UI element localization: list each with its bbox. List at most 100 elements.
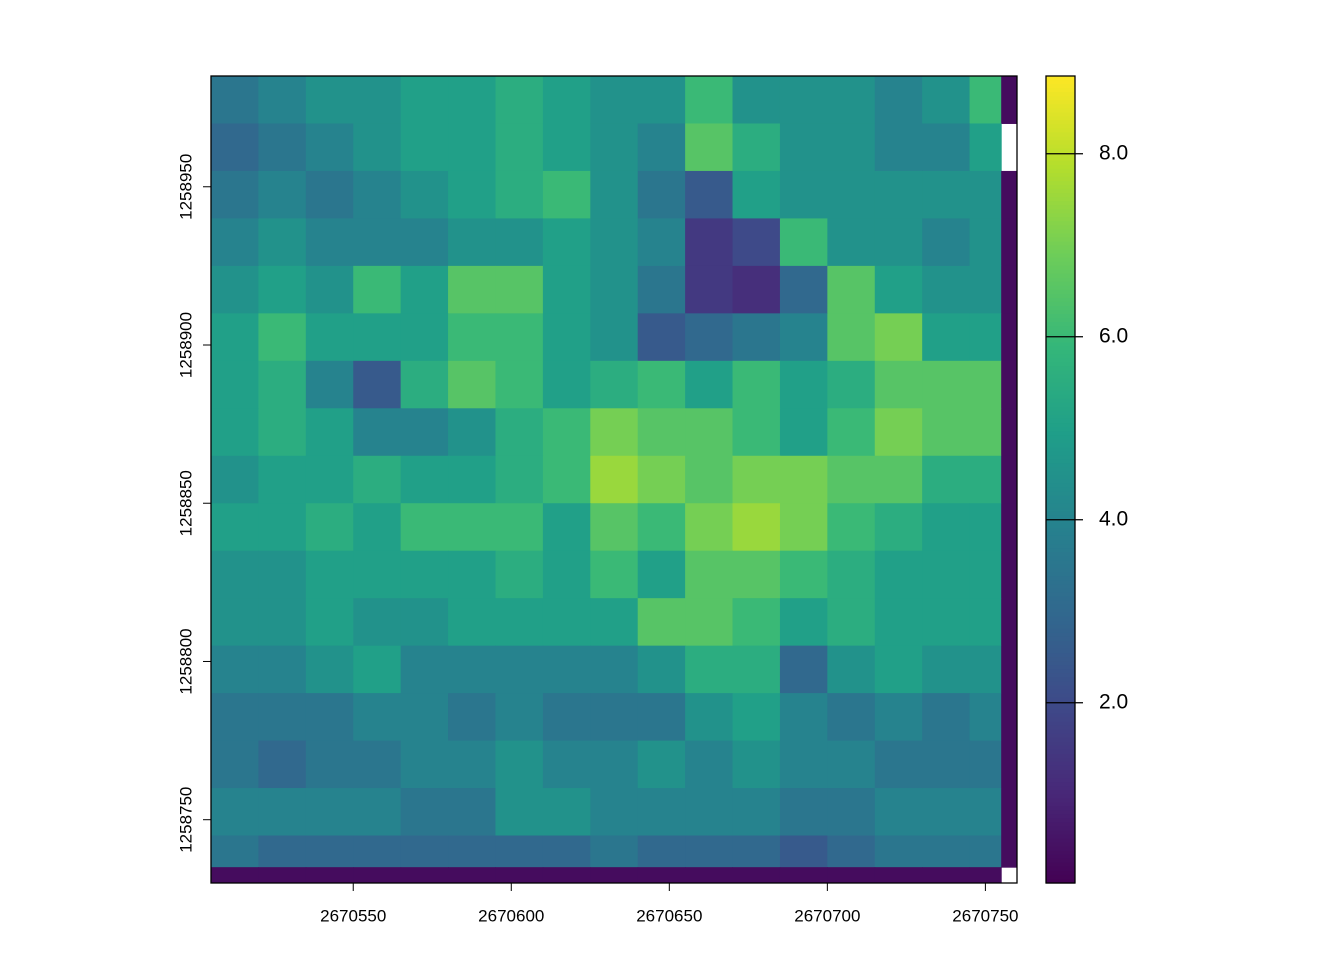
cell xyxy=(400,123,449,172)
colorbar-step xyxy=(1046,858,1075,864)
colorbar-step xyxy=(1046,806,1075,811)
cell xyxy=(827,408,876,457)
colorbar-step xyxy=(1046,217,1075,222)
colorbar-step xyxy=(1046,148,1075,154)
colorbar-step xyxy=(1046,685,1075,690)
cell xyxy=(827,693,876,742)
cell xyxy=(305,265,354,314)
cell xyxy=(827,455,876,504)
cell xyxy=(637,740,686,789)
cell xyxy=(305,170,354,219)
cell xyxy=(685,408,734,457)
colorbar-step xyxy=(1046,96,1075,101)
cell xyxy=(448,123,496,172)
cell xyxy=(1001,360,1018,409)
colorbar-step xyxy=(1046,326,1075,331)
colorbar-tick-label: 4.0 xyxy=(1099,507,1128,530)
cell xyxy=(495,550,544,599)
cell xyxy=(874,788,923,837)
cell xyxy=(685,360,734,409)
colorbar-step xyxy=(1046,507,1075,513)
x-tick-label: 2670650 xyxy=(636,906,702,925)
colorbar-step xyxy=(1046,572,1075,577)
cell xyxy=(211,123,259,172)
cell xyxy=(874,503,923,552)
cell xyxy=(637,645,686,694)
colorbar-step xyxy=(1046,354,1075,360)
colorbar-step xyxy=(1046,277,1075,283)
cell xyxy=(637,598,686,647)
cell xyxy=(258,835,307,868)
cell xyxy=(779,76,828,124)
cell xyxy=(732,123,781,172)
cell xyxy=(400,360,449,409)
colorbar-step xyxy=(1046,459,1075,464)
cell xyxy=(211,645,259,694)
cell xyxy=(1001,455,1018,504)
colorbar-step xyxy=(1046,535,1075,541)
cell xyxy=(400,170,449,219)
colorbar-step xyxy=(1046,76,1075,81)
cell xyxy=(827,645,876,694)
cell xyxy=(732,218,781,267)
cell xyxy=(874,693,923,742)
colorbar-step xyxy=(1046,285,1075,291)
colorbar-tick-label: 6.0 xyxy=(1099,324,1128,347)
colorbar-step xyxy=(1046,596,1075,602)
colorbar-step xyxy=(1046,540,1075,545)
colorbar-step xyxy=(1046,653,1075,658)
cell xyxy=(590,503,639,552)
colorbar-step xyxy=(1046,467,1075,473)
colorbar-step xyxy=(1046,616,1075,622)
cell xyxy=(969,835,1002,868)
cell xyxy=(448,360,496,409)
cell xyxy=(779,645,828,694)
cell xyxy=(258,360,307,409)
cell xyxy=(400,740,449,789)
cell xyxy=(969,550,1002,599)
cell xyxy=(827,740,876,789)
cell xyxy=(874,218,923,267)
cell xyxy=(637,123,686,172)
cell xyxy=(258,550,307,599)
cell xyxy=(448,740,496,789)
colorbar-step xyxy=(1046,483,1075,489)
colorbar-step xyxy=(1046,402,1075,408)
cell xyxy=(732,455,781,504)
cell xyxy=(922,788,971,837)
colorbar-step xyxy=(1046,818,1075,824)
cell xyxy=(495,313,544,362)
y-tick-label: 1258950 xyxy=(176,154,195,220)
colorbar-step xyxy=(1046,515,1075,521)
cell xyxy=(353,313,402,362)
colorbar-step xyxy=(1046,386,1075,392)
colorbar-step xyxy=(1046,156,1075,162)
cell xyxy=(732,598,781,647)
cell xyxy=(922,313,971,362)
cell xyxy=(969,645,1002,694)
cell xyxy=(637,550,686,599)
cell xyxy=(448,867,496,884)
colorbar-step xyxy=(1046,854,1075,860)
cell xyxy=(305,313,354,362)
colorbar-step xyxy=(1046,640,1075,646)
cell xyxy=(1001,550,1018,599)
colorbar-step xyxy=(1046,100,1075,105)
cell xyxy=(448,503,496,552)
cell xyxy=(685,123,734,172)
cell xyxy=(590,740,639,789)
cell xyxy=(590,598,639,647)
cell xyxy=(779,788,828,837)
cell xyxy=(779,693,828,742)
cell xyxy=(400,76,449,124)
colorbar-step xyxy=(1046,463,1075,468)
x-tick-label: 2670700 xyxy=(794,906,860,925)
cell xyxy=(685,788,734,837)
cell xyxy=(637,835,686,868)
colorbar-step xyxy=(1046,176,1075,182)
cell xyxy=(922,503,971,552)
cell xyxy=(400,788,449,837)
cell xyxy=(542,503,591,552)
cell xyxy=(874,455,923,504)
cell xyxy=(827,503,876,552)
